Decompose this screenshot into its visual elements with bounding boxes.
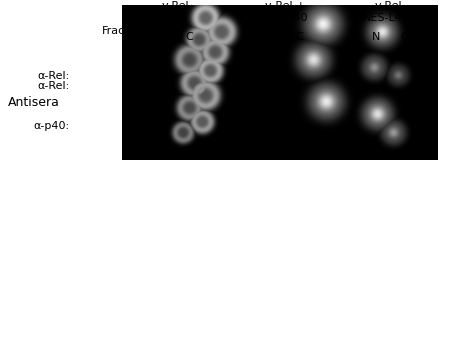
- Text: α-p40:: α-p40:: [34, 121, 70, 131]
- Text: N: N: [157, 32, 165, 42]
- Text: Antisera: Antisera: [8, 95, 60, 109]
- Text: N: N: [267, 32, 275, 42]
- Text: Fraction:: Fraction:: [102, 26, 150, 36]
- Text: α-Rel:: α-Rel:: [38, 71, 70, 81]
- Text: v-Rel-
NES-L44A: v-Rel- NES-L44A: [363, 1, 417, 23]
- Text: N: N: [372, 32, 380, 42]
- Text: C: C: [295, 32, 303, 42]
- Text: C: C: [185, 32, 193, 42]
- Text: v-Rel: v-Rel: [161, 1, 189, 11]
- Text: C: C: [400, 32, 408, 42]
- Text: α-Rel:: α-Rel:: [38, 81, 70, 91]
- Text: v-Rel +
N30-p40: v-Rel + N30-p40: [261, 1, 309, 23]
